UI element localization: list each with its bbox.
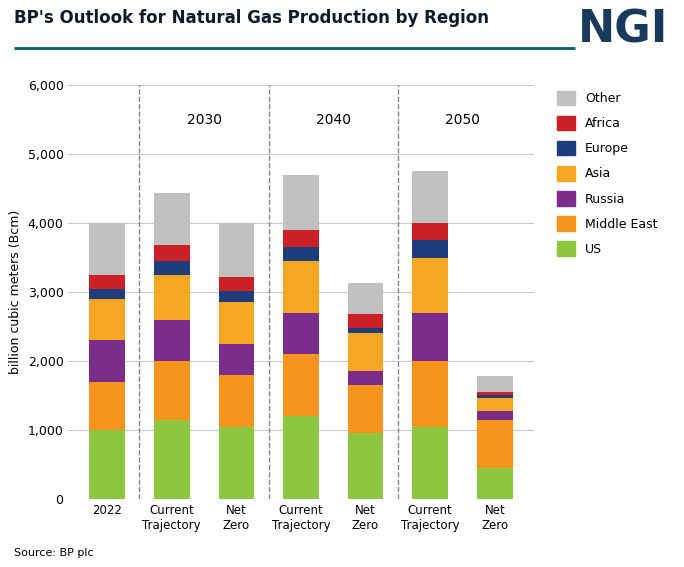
- Bar: [283, 354, 319, 416]
- Bar: [347, 283, 383, 314]
- Bar: [90, 223, 125, 275]
- Bar: [477, 397, 512, 411]
- Bar: [154, 275, 189, 320]
- Bar: [219, 223, 254, 277]
- Bar: [412, 171, 448, 223]
- Bar: [90, 430, 125, 499]
- Bar: [283, 230, 319, 247]
- Bar: [412, 426, 448, 499]
- Bar: [283, 175, 319, 230]
- Bar: [283, 313, 319, 354]
- Bar: [412, 361, 448, 426]
- Bar: [90, 289, 125, 299]
- Bar: [283, 247, 319, 261]
- Bar: [154, 245, 189, 261]
- Bar: [90, 299, 125, 340]
- Text: 2030: 2030: [187, 112, 222, 126]
- Bar: [219, 426, 254, 499]
- Text: 2040: 2040: [316, 112, 351, 126]
- Bar: [219, 302, 254, 344]
- Bar: [154, 193, 189, 245]
- Bar: [90, 275, 125, 289]
- Bar: [477, 468, 512, 499]
- Bar: [90, 382, 125, 430]
- Bar: [412, 257, 448, 313]
- Text: 2050: 2050: [445, 112, 480, 126]
- Bar: [347, 328, 383, 333]
- Y-axis label: billion cubic meters (Bcm): billion cubic meters (Bcm): [9, 210, 22, 374]
- Bar: [219, 375, 254, 426]
- Bar: [154, 320, 189, 361]
- Bar: [347, 433, 383, 499]
- Bar: [283, 261, 319, 313]
- Legend: Other, Africa, Europe, Asia, Russia, Middle East, US: Other, Africa, Europe, Asia, Russia, Mid…: [554, 87, 661, 260]
- Text: NGI: NGI: [578, 9, 668, 52]
- Bar: [412, 313, 448, 361]
- Bar: [283, 416, 319, 499]
- Bar: [154, 261, 189, 275]
- Bar: [347, 333, 383, 371]
- Bar: [477, 420, 512, 468]
- Bar: [477, 392, 512, 396]
- Bar: [219, 277, 254, 291]
- Bar: [477, 376, 512, 392]
- Text: BP's Outlook for Natural Gas Production by Region: BP's Outlook for Natural Gas Production …: [14, 9, 488, 27]
- Bar: [477, 411, 512, 420]
- Bar: [154, 420, 189, 499]
- Bar: [347, 385, 383, 433]
- Bar: [477, 396, 512, 397]
- Bar: [219, 344, 254, 375]
- Bar: [90, 340, 125, 382]
- Bar: [347, 314, 383, 328]
- Bar: [219, 291, 254, 302]
- Bar: [412, 223, 448, 240]
- Bar: [347, 371, 383, 385]
- Bar: [154, 361, 189, 420]
- Bar: [412, 240, 448, 257]
- Text: Source: BP plc: Source: BP plc: [14, 548, 93, 558]
